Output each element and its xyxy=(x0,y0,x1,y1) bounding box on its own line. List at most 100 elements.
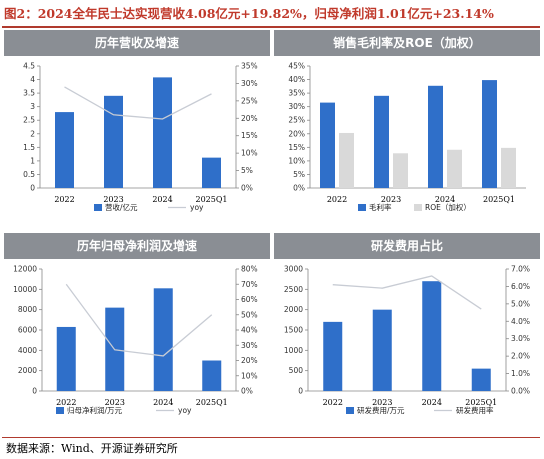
y-left-tick-label: 4000 xyxy=(18,346,37,355)
bar xyxy=(202,360,222,391)
bar xyxy=(374,95,389,188)
y-left-tick-label: 0 xyxy=(30,184,35,193)
y-left-tick-label: 15% xyxy=(288,143,305,152)
chart-header xyxy=(274,233,540,259)
y-right-tick-label: 10% xyxy=(241,371,258,380)
y-right-tick-label: 70% xyxy=(241,280,258,289)
y-left-tick-label: 0% xyxy=(293,184,305,193)
y-left-tick-label: 35% xyxy=(288,89,305,98)
y-left-tick-label: 500 xyxy=(289,366,304,375)
y-right-tick-label: 1.0% xyxy=(511,369,530,378)
y-left-tick-label: 12000 xyxy=(13,265,37,274)
y-left-tick-label: 8000 xyxy=(18,305,37,314)
x-tick-label: 2023 xyxy=(372,398,392,407)
y-left-tick-label: 30% xyxy=(288,102,305,111)
legend-label: yoy xyxy=(190,203,204,212)
bar xyxy=(447,149,462,188)
bar xyxy=(153,77,172,188)
bar xyxy=(339,132,354,188)
y-left-tick-label: 6000 xyxy=(18,326,37,335)
bar xyxy=(320,102,335,188)
legend-swatch xyxy=(94,204,102,211)
x-tick-label: 2023 xyxy=(103,195,123,204)
legend-label: ROE（加权） xyxy=(425,202,471,212)
y-left-tick-label: 20% xyxy=(288,129,305,138)
bar xyxy=(482,80,497,188)
y-left-tick-label: 4.5 xyxy=(23,62,35,71)
chart-title: 销售毛利率及ROE（加权） xyxy=(333,35,481,50)
series-line xyxy=(65,283,213,357)
chart-svg: 历年归母净利润及增速 0 2000 4000 6000 8000 10000 12000 0% 1… xyxy=(4,233,270,415)
x-tick-label: 2025Q1 xyxy=(196,398,228,407)
y-left-tick-label: 10000 xyxy=(13,285,37,294)
bar xyxy=(323,321,343,391)
chart-header xyxy=(274,30,540,56)
bar xyxy=(501,147,516,188)
y-left-tick-label: 1500 xyxy=(284,326,303,335)
title-divider xyxy=(2,26,540,28)
chart-svg: 研发费用占比 0 500 1000 1500 2000 2500 3000 0.0% 1.0% 2.… xyxy=(274,233,540,415)
chart-panel-revenue: 历年营收及增速 0 0.5 1 1.5 2 2.5 3 3.5 4 4.5 0% 5% 10% 15% 20%… xyxy=(4,30,270,228)
legend-swatch xyxy=(56,407,64,414)
chart-title: 历年营收及增速 xyxy=(95,35,179,50)
y-left-tick-label: 40% xyxy=(288,75,305,84)
x-tick-label: 2022 xyxy=(56,398,76,407)
legend-swatch xyxy=(414,204,422,211)
y-right-tick-label: 0% xyxy=(241,387,253,396)
chart-svg: 销售毛利率及ROE（加权） 0% 5% 10% 15% 20% 25% 30% 35% 40% 45… xyxy=(274,30,540,212)
legend-swatch xyxy=(346,407,354,414)
bar xyxy=(55,112,74,188)
chart-title: 研发费用占比 xyxy=(371,238,443,253)
chart-header xyxy=(4,233,270,259)
y-left-tick-label: 3000 xyxy=(284,265,303,274)
x-tick-label: 2025Q1 xyxy=(195,195,227,204)
figure-title: 图2：2024全年民士达实现营收4.08亿元+19.82%，归母净利润1.01亿… xyxy=(4,6,494,21)
y-right-tick-label: 40% xyxy=(241,326,258,335)
y-left-tick-label: 10% xyxy=(288,156,305,165)
y-right-tick-label: 50% xyxy=(241,310,258,319)
y-right-tick-label: 4.0% xyxy=(511,317,530,326)
y-right-tick-label: 5% xyxy=(241,166,253,175)
x-tick-label: 2024 xyxy=(422,398,442,407)
y-right-tick-label: 0% xyxy=(241,184,253,193)
y-left-tick-label: 5% xyxy=(293,170,305,179)
y-left-tick-label: 0.5 xyxy=(23,170,35,179)
y-left-tick-label: 3.5 xyxy=(23,89,35,98)
bar xyxy=(372,309,392,391)
x-tick-label: 2022 xyxy=(323,398,343,407)
y-left-tick-label: 3 xyxy=(30,102,35,111)
y-left-tick-label: 2.5 xyxy=(23,116,35,125)
chart-panel-net-profit: 历年归母净利润及增速 0 2000 4000 6000 8000 10000 12000 0% 1… xyxy=(4,233,270,431)
y-right-tick-label: 35% xyxy=(241,62,258,71)
source-note: 数据来源：Wind、开源证券研究所 xyxy=(6,442,178,455)
y-right-tick-label: 15% xyxy=(241,131,258,140)
y-left-tick-label: 1000 xyxy=(284,346,303,355)
bar xyxy=(56,326,76,391)
source-divider xyxy=(2,437,540,438)
y-left-tick-label: 0 xyxy=(32,387,37,396)
legend-label: 归母净利润/万元 xyxy=(67,405,123,415)
bar xyxy=(104,95,123,188)
series-line xyxy=(332,275,482,310)
bar xyxy=(202,157,221,188)
x-tick-label: 2024 xyxy=(153,398,173,407)
y-right-tick-label: 20% xyxy=(241,356,258,365)
y-right-tick-label: 6.0% xyxy=(511,282,530,291)
y-right-tick-label: 5.0% xyxy=(511,299,530,308)
y-left-tick-label: 2 xyxy=(30,129,35,138)
x-tick-label: 2025Q1 xyxy=(483,195,515,204)
legend-label: 毛利率 xyxy=(369,202,392,212)
bar xyxy=(393,153,408,188)
y-right-tick-label: 7.0% xyxy=(511,265,530,274)
series-line xyxy=(64,86,212,120)
y-left-tick-label: 2500 xyxy=(284,285,303,294)
y-left-tick-label: 2000 xyxy=(18,366,37,375)
legend-label: 营收/亿元 xyxy=(105,202,138,212)
x-tick-label: 2024 xyxy=(152,195,172,204)
bar xyxy=(428,85,443,188)
y-right-tick-label: 25% xyxy=(241,96,258,105)
bar xyxy=(471,368,491,391)
chart-title: 历年归母净利润及增速 xyxy=(77,238,197,253)
y-right-tick-label: 30% xyxy=(241,79,258,88)
x-tick-label: 2023 xyxy=(381,195,401,204)
